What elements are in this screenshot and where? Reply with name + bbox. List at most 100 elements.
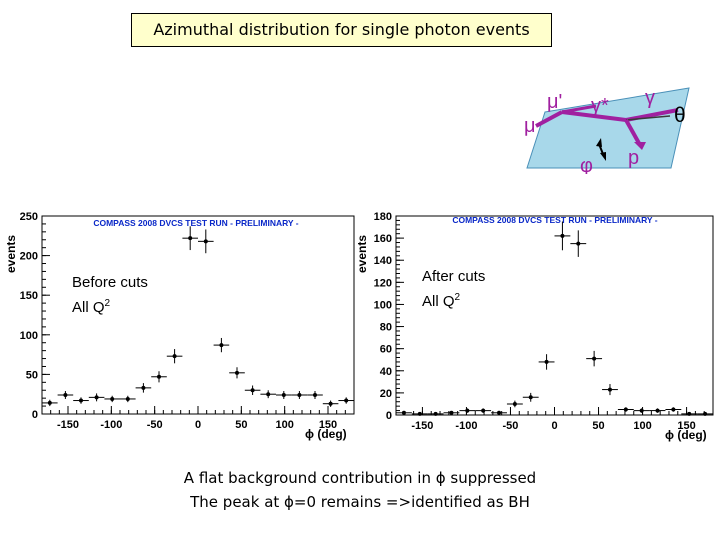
- data-marker: [592, 356, 597, 361]
- axis-ticks: 0 50 100 150 200 250 -150 -100 -50 0 50 100 150: [20, 211, 346, 431]
- y-tick-label: 180: [374, 211, 392, 223]
- data-point: [276, 391, 292, 399]
- data-point: [681, 411, 698, 416]
- data-point: [244, 385, 261, 395]
- y-tick-label: 20: [380, 388, 392, 400]
- data-point: [396, 410, 412, 415]
- data-marker: [125, 396, 130, 401]
- phi-arrowhead-up: [596, 138, 602, 147]
- y-tick-label: 120: [374, 277, 392, 289]
- x-axis-label: ϕ (deg): [665, 428, 707, 442]
- data-marker: [328, 401, 333, 406]
- y-tick-label: 160: [374, 233, 392, 245]
- note-line-2: All Q2: [72, 293, 148, 318]
- data-marker: [417, 411, 422, 416]
- y-tick-label: 0: [32, 409, 38, 421]
- kinematics-diagram: μ μ' γ* γ θ φ p: [524, 87, 690, 174]
- data-marker: [94, 395, 99, 400]
- data-marker: [157, 374, 161, 379]
- p-label: p: [628, 147, 639, 169]
- page-title: Azimuthal distribution for single photon…: [131, 13, 552, 47]
- data-marker: [266, 392, 271, 397]
- data-marker: [560, 233, 565, 238]
- data-marker: [401, 410, 406, 415]
- data-marker: [281, 392, 286, 397]
- data-marker: [528, 395, 533, 400]
- data-marker: [703, 411, 708, 416]
- data-point: [697, 411, 713, 416]
- x-axis-label: ϕ (deg): [305, 427, 347, 441]
- data-point: [260, 390, 276, 399]
- theta-label: θ: [674, 104, 686, 127]
- data-point: [427, 411, 444, 416]
- data-point: [633, 408, 650, 413]
- phi-arrowhead-down: [600, 152, 606, 161]
- data-points: [42, 226, 354, 407]
- data-point: [665, 407, 682, 412]
- y-tick-label: 250: [20, 211, 38, 223]
- data-marker: [141, 385, 146, 390]
- data-point: [151, 371, 167, 383]
- data-point: [135, 383, 152, 393]
- gamma-star-label: γ*: [591, 95, 609, 117]
- data-point: [475, 408, 492, 413]
- plot-axes-box: [395, 215, 714, 416]
- data-marker: [576, 241, 581, 246]
- data-point: [307, 391, 323, 399]
- y-tick-label: 50: [26, 369, 38, 381]
- y-tick-label: 80: [380, 322, 392, 334]
- conclusion-text: A flat background contribution in ϕ supp…: [150, 466, 570, 514]
- note-line-1: Before cuts: [72, 274, 148, 291]
- y-tick-label: 100: [20, 330, 38, 342]
- data-point: [522, 392, 539, 402]
- data-point: [554, 221, 571, 251]
- data-point: [213, 337, 230, 353]
- data-marker: [235, 370, 239, 375]
- data-point: [88, 393, 105, 402]
- data-marker: [544, 359, 549, 364]
- data-marker: [623, 407, 628, 412]
- data-marker: [219, 343, 224, 348]
- note-q-exponent: 2: [454, 292, 461, 303]
- data-marker: [203, 239, 208, 244]
- y-tick-label: 150: [20, 290, 38, 302]
- note-line-1: After cuts: [422, 268, 486, 285]
- axis-line: [625, 115, 671, 121]
- proton-line: [624, 119, 642, 146]
- data-point: [649, 408, 666, 413]
- x-tick-label: 100: [633, 420, 651, 432]
- histogram-before-cuts: COMPASS 2008 DVCS TEST RUN - PRELIMINARY…: [4, 211, 355, 441]
- data-point: [182, 226, 198, 251]
- data-marker: [449, 410, 454, 415]
- data-point: [104, 395, 120, 403]
- note-q-exponent: 2: [104, 298, 111, 309]
- data-point: [291, 391, 308, 399]
- data-marker: [172, 354, 177, 359]
- proton-arrowhead: [634, 142, 646, 150]
- conclusion-line-2: The peak at ϕ=0 remains =>identified as …: [190, 493, 530, 511]
- data-marker: [313, 392, 317, 397]
- data-marker: [110, 396, 115, 401]
- gamma-label: γ: [645, 87, 655, 109]
- scattering-plane: [526, 87, 690, 169]
- note-line-2: All Q2: [422, 287, 485, 312]
- x-tick-label: 100: [275, 419, 293, 431]
- data-marker: [433, 411, 438, 416]
- data-point: [570, 230, 587, 257]
- data-marker: [250, 388, 255, 393]
- data-marker: [639, 408, 644, 413]
- y-axis-label: events: [355, 235, 369, 273]
- x-tick-label: 150: [677, 420, 695, 432]
- plot-frame: [395, 215, 714, 416]
- mu-line: [535, 110, 563, 128]
- data-point: [166, 349, 183, 364]
- data-point: [586, 350, 603, 367]
- x-tick-label: -100: [100, 419, 122, 431]
- data-point: [443, 410, 460, 415]
- x-tick-label: -100: [455, 420, 477, 432]
- data-marker: [47, 400, 52, 405]
- data-marker: [687, 411, 692, 416]
- x-tick-label: 50: [235, 419, 247, 431]
- data-marker: [512, 401, 517, 406]
- y-tick-label: 140: [374, 255, 392, 267]
